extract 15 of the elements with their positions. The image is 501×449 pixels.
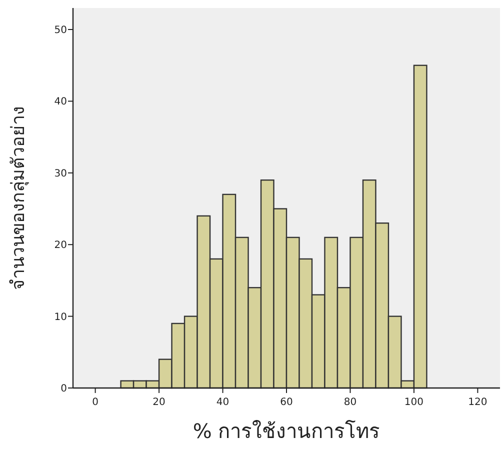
- x-tick-label: 100: [404, 397, 424, 408]
- x-tick-label: 60: [280, 397, 293, 408]
- x-tick-label: 40: [216, 397, 230, 408]
- x-tick-label: 120: [468, 397, 488, 408]
- y-tick-label: 30: [54, 168, 67, 180]
- x-tick-label: 80: [344, 397, 357, 408]
- x-axis-title: % การใช้งานการโทร: [192, 419, 380, 443]
- y-tick-label: 0: [60, 384, 67, 394]
- y-axis-title: จำนวนของกลุ่มตัวอย่าง: [8, 106, 29, 290]
- y-tick-label: 40: [54, 96, 67, 108]
- y-tick-label: 50: [54, 25, 67, 36]
- y-tick-label: 20: [54, 240, 67, 252]
- y-tick-label: 10: [54, 312, 67, 323]
- x-tick-label: 0: [92, 397, 98, 408]
- x-tick-label: 20: [152, 397, 166, 408]
